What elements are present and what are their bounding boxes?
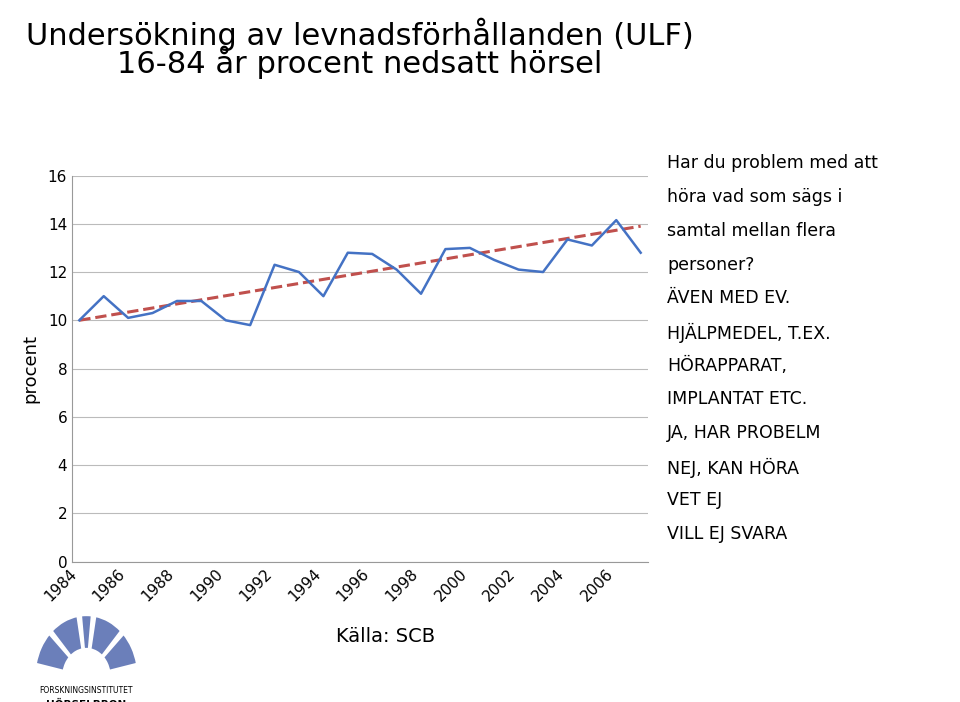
- Wedge shape: [36, 634, 70, 671]
- Text: höra vad som sägs i: höra vad som sägs i: [667, 188, 843, 206]
- Wedge shape: [81, 615, 92, 649]
- Text: FORSKNINGSINSTITUTET: FORSKNINGSINSTITUTET: [39, 686, 133, 695]
- Text: 16-84 år procent nedsatt hörsel: 16-84 år procent nedsatt hörsel: [117, 46, 603, 79]
- Text: VILL EJ SVARA: VILL EJ SVARA: [667, 525, 787, 543]
- Text: HÖRSELBRON: HÖRSELBRON: [46, 700, 127, 702]
- Text: HÖRAPPARAT,: HÖRAPPARAT,: [667, 357, 787, 375]
- Text: VET EJ: VET EJ: [667, 491, 723, 510]
- Text: HJÄLPMEDEL, T.EX.: HJÄLPMEDEL, T.EX.: [667, 323, 830, 343]
- Text: NEJ, KAN HÖRA: NEJ, KAN HÖRA: [667, 458, 799, 478]
- Wedge shape: [90, 616, 121, 656]
- Text: personer?: personer?: [667, 256, 755, 274]
- Text: Källa: SCB: Källa: SCB: [336, 627, 435, 646]
- Text: IMPLANTAT ETC.: IMPLANTAT ETC.: [667, 390, 807, 409]
- Y-axis label: procent: procent: [21, 334, 39, 403]
- Text: Undersökning av levnadsförhållanden (ULF): Undersökning av levnadsförhållanden (ULF…: [26, 18, 694, 51]
- Text: Har du problem med att: Har du problem med att: [667, 154, 878, 173]
- Text: JA, HAR PROBELM: JA, HAR PROBELM: [667, 424, 822, 442]
- Wedge shape: [52, 616, 83, 656]
- Wedge shape: [103, 634, 137, 671]
- Text: ÄVEN MED EV.: ÄVEN MED EV.: [667, 289, 790, 307]
- Text: samtal mellan flera: samtal mellan flera: [667, 222, 836, 240]
